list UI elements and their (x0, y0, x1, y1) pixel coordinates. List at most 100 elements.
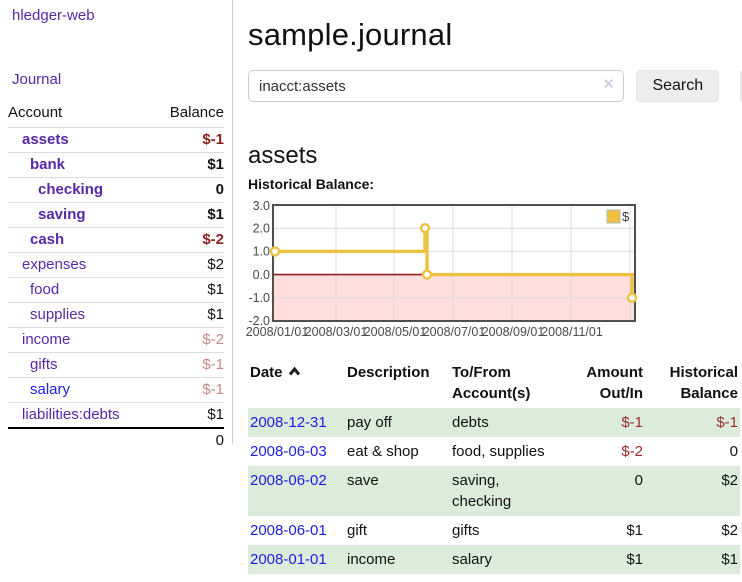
svg-text:3.0: 3.0 (253, 199, 270, 213)
account-row: checking 0 (8, 177, 224, 203)
svg-text:-2.0: -2.0 (248, 314, 270, 328)
search-box: ✕ (248, 70, 624, 102)
chart-negative-region (274, 274, 634, 320)
column-description: Description (347, 364, 430, 381)
nav-journal: Journal (12, 71, 61, 88)
transaction-description: gift (347, 522, 368, 539)
account-link-saving[interactable]: saving (38, 206, 86, 223)
account-row: income $-2 (8, 327, 224, 353)
register-header-row: Date Description To/From Account(s) Amou… (248, 358, 740, 408)
account-heading: assets (248, 141, 318, 169)
account-link-salary[interactable]: salary (30, 381, 71, 398)
svg-text:2008/07/01: 2008/07/01 (423, 325, 486, 339)
chart-x-ticks: 2008/01/01 2008/03/01 2008/05/01 2008/07… (246, 325, 603, 339)
account-link-bank[interactable]: bank (30, 156, 66, 173)
account-balance: $-1 (153, 377, 224, 403)
account-row: supplies $1 (8, 302, 224, 328)
account-row: gifts $-1 (8, 352, 224, 378)
account-link-income[interactable]: income (22, 331, 71, 348)
account-row: expenses $2 (8, 252, 224, 278)
account-link-liabilities-debts[interactable]: liabilities:debts (22, 406, 120, 423)
transaction-balance: 0 (729, 443, 738, 460)
account-balance: 0 (153, 177, 224, 203)
transaction-amount: $1 (626, 551, 643, 568)
account-row: assets $-1 (8, 127, 224, 153)
transaction-accounts: gifts (452, 522, 480, 539)
chart-data-points (269, 223, 638, 304)
transaction-balance: $1 (721, 551, 738, 568)
legend-swatch (606, 209, 621, 224)
account-balance: $1 (153, 402, 224, 428)
transaction-description: save (347, 472, 379, 489)
app-title-link[interactable]: hledger-web (12, 7, 95, 24)
account-row: salary $-1 (8, 377, 224, 403)
transaction-description: pay off (347, 414, 392, 431)
column-balance: Historical Balance (669, 364, 738, 402)
transaction-date-link[interactable]: 2008-01-01 (250, 551, 327, 568)
account-row: liabilities:debts $1 (8, 402, 224, 428)
account-balance: $1 (153, 152, 224, 178)
accounts-header-balance: Balance (169, 104, 224, 121)
app-title: hledger-web (12, 7, 95, 24)
account-balance: $1 (153, 302, 224, 328)
account-link-assets[interactable]: assets (22, 131, 69, 148)
svg-text:2.0: 2.0 (253, 222, 270, 236)
transaction-accounts: debts (452, 414, 489, 431)
transaction-balance: $2 (721, 472, 738, 489)
journal-link[interactable]: Journal (12, 71, 62, 88)
transaction-accounts: food, supplies (452, 443, 545, 460)
svg-text:2008/11/01: 2008/11/01 (541, 325, 603, 339)
column-amount: Amount Out/In (586, 364, 643, 402)
search-input[interactable] (248, 70, 624, 102)
register-row: 2008-06-02 save saving, checking 0 $2 (248, 466, 740, 516)
account-row: cash $-2 (8, 227, 224, 253)
main-content: sample.journal ✕ Search ? assets Histori… (246, 0, 742, 582)
chart-y-ticks: 3.0 2.0 1.0 0.0 -1.0 -2.0 (248, 199, 270, 328)
register-row: 2008-06-03 eat & shop food, supplies $-2… (248, 437, 740, 466)
account-balance: $-1 (153, 352, 224, 378)
sidebar: hledger-web Journal Account Balance asse… (0, 0, 233, 453)
transaction-accounts: saving, checking (452, 472, 512, 510)
account-link-supplies[interactable]: supplies (30, 306, 86, 323)
account-link-checking[interactable]: checking (38, 181, 104, 198)
transaction-amount: $-1 (621, 414, 643, 431)
page-title: sample.journal (248, 16, 453, 52)
sort-ascending-icon (288, 366, 300, 376)
transaction-amount: $1 (626, 522, 643, 539)
accounts-table: Account Balance assets $-1 bank $1 check… (8, 100, 224, 453)
transaction-amount: $-2 (621, 443, 643, 460)
account-link-expenses[interactable]: expenses (22, 256, 87, 273)
svg-text:2008/01/01: 2008/01/01 (246, 325, 309, 339)
accounts-total-value: 0 (153, 427, 224, 453)
svg-text:0.0: 0.0 (253, 268, 270, 282)
transaction-description: eat & shop (347, 443, 419, 460)
transaction-balance: $2 (721, 522, 738, 539)
account-link-gifts[interactable]: gifts (30, 356, 58, 373)
transaction-date-link[interactable]: 2008-06-02 (250, 472, 327, 489)
svg-text:-1.0: -1.0 (248, 291, 270, 305)
svg-text:2008/03/01: 2008/03/01 (305, 325, 368, 339)
account-link-cash[interactable]: cash (30, 231, 65, 248)
account-balance: $-2 (153, 327, 224, 353)
search-button[interactable]: Search (636, 70, 720, 102)
register-row: 2008-06-01 gift gifts $1 $2 (248, 516, 740, 545)
account-link-food[interactable]: food (30, 281, 60, 298)
account-row: bank $1 (8, 152, 224, 178)
chart-border (272, 204, 636, 322)
historical-balance-chart: $ 3.0 2.0 1.0 0.0 -1.0 -2.0 2008/01/01 2… (246, 199, 638, 339)
account-balance: $-2 (153, 227, 224, 253)
clear-search-icon[interactable]: ✕ (602, 76, 615, 93)
svg-text:2008/05/01: 2008/05/01 (364, 325, 427, 339)
column-date[interactable]: Date (248, 358, 345, 408)
transaction-description: income (347, 551, 396, 568)
accounts-header-account: Account (8, 104, 63, 121)
transaction-amount: 0 (634, 472, 643, 489)
transaction-date-link[interactable]: 2008-06-03 (250, 443, 327, 460)
transaction-date-link[interactable]: 2008-12-31 (250, 414, 327, 431)
register-row: 2008-12-31 pay off debts $-1 $-1 (248, 408, 740, 437)
transaction-date-link[interactable]: 2008-06-01 (250, 522, 327, 539)
account-balance: $-1 (153, 127, 224, 153)
account-balance: $2 (153, 252, 224, 278)
account-row: saving $1 (8, 202, 224, 228)
chart-title: Historical Balance: (248, 176, 375, 192)
